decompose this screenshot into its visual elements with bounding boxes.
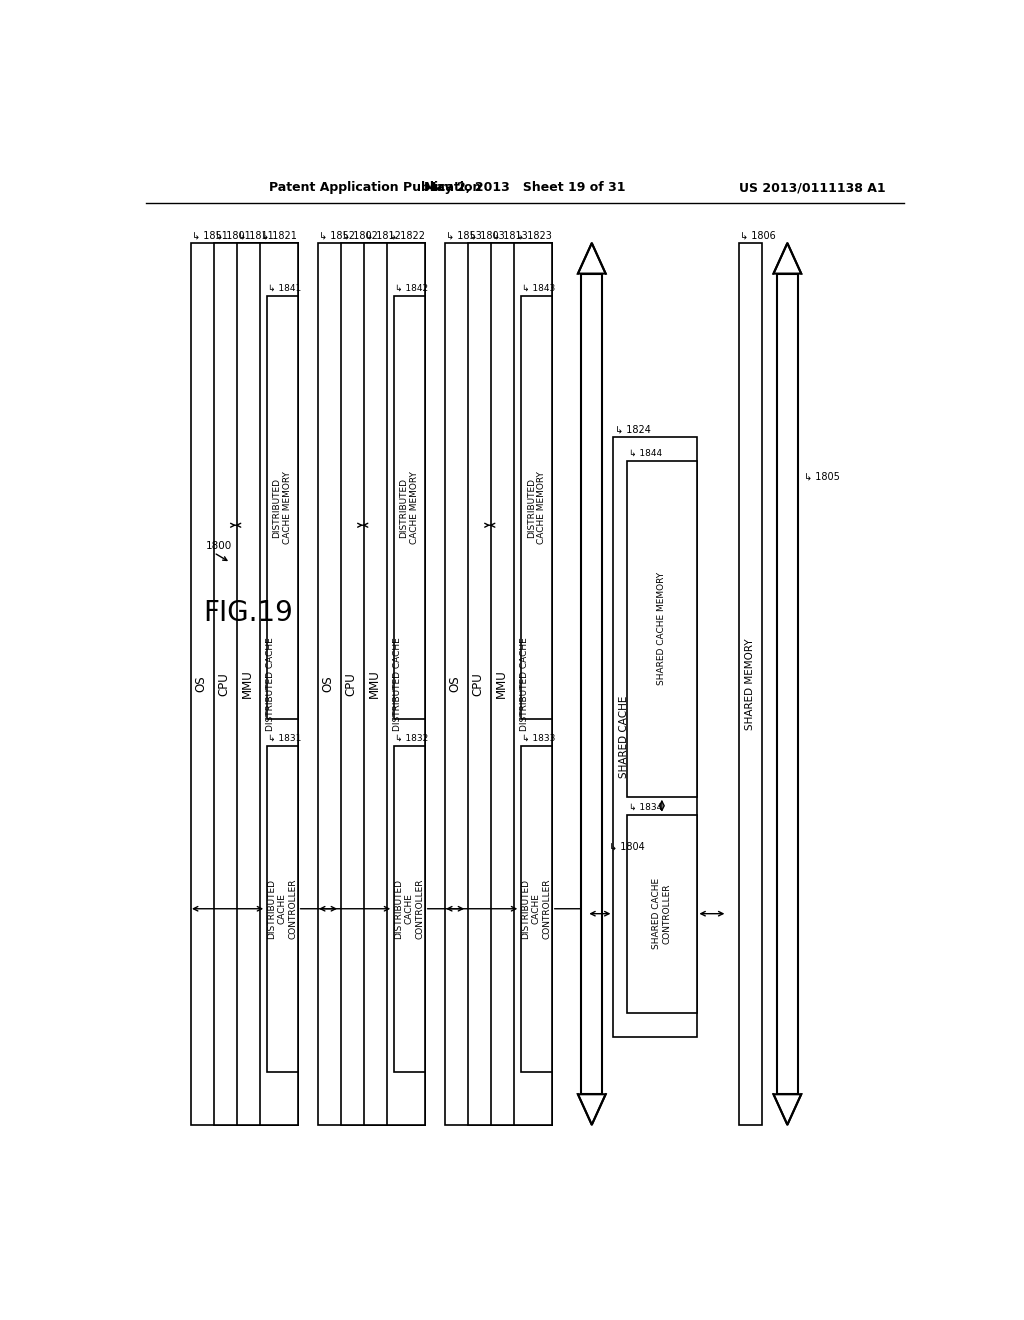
Text: ↳ 1853: ↳ 1853: [446, 230, 482, 240]
Text: ↳ 1841: ↳ 1841: [268, 284, 302, 293]
Text: ↳ 1851: ↳ 1851: [193, 230, 228, 240]
Text: ↳ 1802: ↳ 1802: [342, 230, 378, 240]
Bar: [267, 296, 298, 719]
Text: ↳ 1842: ↳ 1842: [395, 284, 429, 293]
Text: ↳ 1833: ↳ 1833: [522, 734, 556, 743]
Polygon shape: [773, 1094, 801, 1125]
Text: DISTRIBUTED CACHE: DISTRIBUTED CACHE: [266, 638, 274, 731]
Text: ↳ 1812: ↳ 1812: [366, 230, 401, 240]
Bar: [394, 746, 425, 1072]
Bar: [214, 243, 298, 1125]
Text: CPU: CPU: [472, 672, 484, 696]
Bar: [468, 243, 552, 1125]
Text: CPU: CPU: [218, 672, 230, 696]
Text: DISTRIBUTED CACHE: DISTRIBUTED CACHE: [520, 638, 529, 731]
Text: ↳ 1834: ↳ 1834: [629, 803, 662, 812]
Text: ↳ 1803: ↳ 1803: [469, 230, 505, 240]
Bar: [521, 746, 552, 1072]
Text: ↳ 1844: ↳ 1844: [629, 449, 662, 458]
Text: SHARED CACHE: SHARED CACHE: [620, 696, 629, 777]
Text: DISTRIBUTED
CACHE
CONTROLLER: DISTRIBUTED CACHE CONTROLLER: [394, 879, 424, 939]
Text: SHARED MEMORY: SHARED MEMORY: [745, 638, 756, 730]
Text: SHARED CACHE MEMORY: SHARED CACHE MEMORY: [657, 573, 667, 685]
Text: ↳ 1822: ↳ 1822: [388, 230, 425, 240]
Bar: [267, 746, 298, 1072]
Text: MMU: MMU: [495, 669, 508, 698]
Text: Patent Application Publication: Patent Application Publication: [269, 181, 481, 194]
Text: OS: OS: [449, 676, 462, 692]
Bar: [387, 243, 425, 1125]
Polygon shape: [773, 243, 801, 273]
Text: US 2013/0111138 A1: US 2013/0111138 A1: [738, 181, 885, 194]
Text: ↳ 1811: ↳ 1811: [239, 230, 274, 240]
Bar: [628, 461, 696, 797]
Bar: [364, 243, 425, 1125]
Text: OS: OS: [195, 676, 208, 692]
Bar: [613, 437, 696, 1036]
Text: DISTRIBUTED CACHE: DISTRIBUTED CACHE: [393, 638, 401, 731]
Text: MMU: MMU: [241, 669, 254, 698]
Text: DISTRIBUTED
CACHE
CONTROLLER: DISTRIBUTED CACHE CONTROLLER: [521, 879, 551, 939]
Bar: [317, 243, 425, 1125]
Polygon shape: [578, 243, 605, 273]
Bar: [237, 243, 298, 1125]
Text: ↳ 1824: ↳ 1824: [614, 424, 651, 434]
Text: DISTRIBUTED
CACHE
CONTROLLER: DISTRIBUTED CACHE CONTROLLER: [267, 879, 297, 939]
Bar: [628, 814, 696, 1012]
Text: OS: OS: [322, 676, 335, 692]
Text: 1800: 1800: [206, 541, 232, 552]
Text: MMU: MMU: [368, 669, 381, 698]
Polygon shape: [582, 273, 602, 1094]
Bar: [260, 243, 298, 1125]
Bar: [521, 296, 552, 719]
Bar: [514, 243, 552, 1125]
Text: DISTRIBUTED
CACHE MEMORY: DISTRIBUTED CACHE MEMORY: [399, 471, 419, 544]
Text: DISTRIBUTED
CACHE MEMORY: DISTRIBUTED CACHE MEMORY: [526, 471, 546, 544]
Text: ↳ 1805: ↳ 1805: [804, 471, 840, 482]
Polygon shape: [777, 273, 798, 1094]
Text: ↳ 1831: ↳ 1831: [268, 734, 302, 743]
Bar: [739, 243, 762, 1125]
Bar: [490, 243, 552, 1125]
Text: SHARED CACHE
CONTROLLER: SHARED CACHE CONTROLLER: [652, 878, 672, 949]
Text: ↳ 1821: ↳ 1821: [261, 230, 297, 240]
Text: ↳ 1823: ↳ 1823: [515, 230, 552, 240]
Text: ↳ 1806: ↳ 1806: [740, 230, 776, 240]
Bar: [394, 296, 425, 719]
Text: ↳ 1804: ↳ 1804: [608, 841, 644, 851]
Bar: [341, 243, 425, 1125]
Bar: [444, 243, 552, 1125]
Text: May 2, 2013   Sheet 19 of 31: May 2, 2013 Sheet 19 of 31: [424, 181, 626, 194]
Text: CPU: CPU: [345, 672, 357, 696]
Text: ↳ 1843: ↳ 1843: [522, 284, 556, 293]
Text: ↳ 1813: ↳ 1813: [493, 230, 528, 240]
Text: ↳ 1852: ↳ 1852: [319, 230, 355, 240]
Bar: [190, 243, 298, 1125]
Text: ↳ 1832: ↳ 1832: [395, 734, 429, 743]
Text: DISTRIBUTED
CACHE MEMORY: DISTRIBUTED CACHE MEMORY: [272, 471, 292, 544]
Text: FIG.19: FIG.19: [204, 599, 294, 627]
Text: ↳ 1801: ↳ 1801: [215, 230, 251, 240]
Polygon shape: [578, 1094, 605, 1125]
